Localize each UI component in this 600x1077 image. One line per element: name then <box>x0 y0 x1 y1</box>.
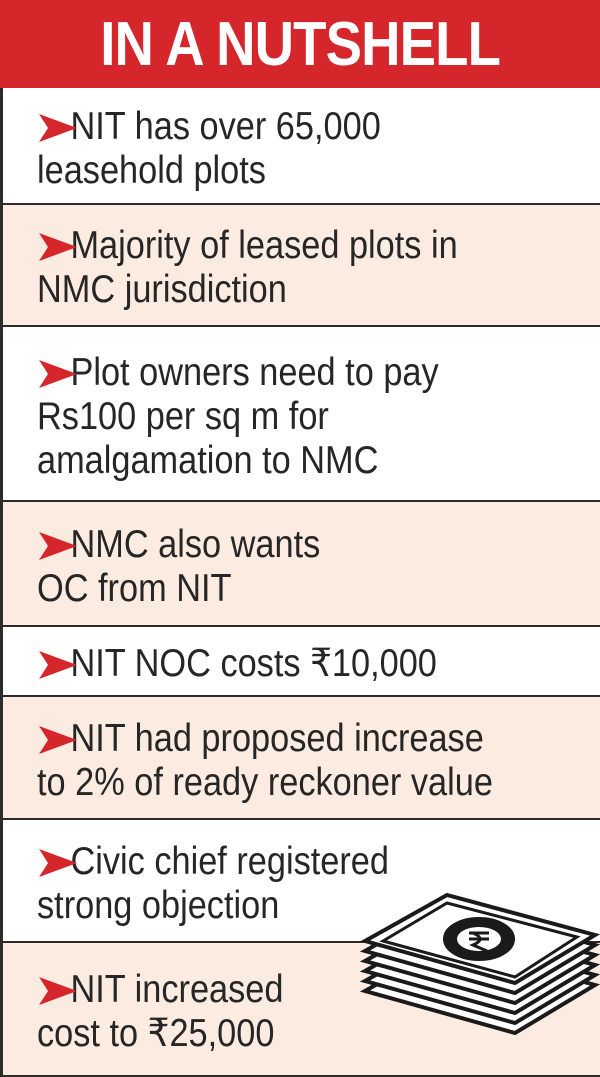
bullet-arrow <box>39 977 77 1005</box>
header: IN A NUTSHELL <box>0 0 600 88</box>
item-text: strong objection <box>37 883 280 927</box>
item-row: NIT had proposed increase to 2% of ready … <box>0 697 600 820</box>
bullet-arrow <box>39 359 77 388</box>
bullet-arrow <box>39 233 77 261</box>
item-text: Plot owners need to pay <box>70 350 439 394</box>
item-text: NIT NOC costs ₹10,000 <box>70 642 437 685</box>
item-list: NIT has over 65,000 leasehold plots Majori… <box>0 88 600 1077</box>
item-text: amalgamation to NMC <box>37 438 379 482</box>
bullet-arrow <box>39 651 77 679</box>
item-row: Civic chief registered strong objection <box>0 820 600 943</box>
money-icon <box>359 893 600 1036</box>
item-text: Majority of leased plots in <box>70 224 458 267</box>
bullet-arrow <box>39 531 77 560</box>
title: IN A NUTSHELL <box>100 9 501 79</box>
item-text: leasehold plots <box>37 148 266 192</box>
item-text: Rs100 per sq m for <box>37 394 329 438</box>
item-text: Civic chief registered <box>70 839 389 883</box>
item-text: NIT increased <box>70 968 284 1011</box>
bullet-arrow <box>39 848 77 877</box>
item-row: NIT has over 65,000 leasehold plots <box>0 88 600 205</box>
item-text: to 2% of ready reckoner value <box>37 760 493 804</box>
item-row: Majority of leased plots in NMC jurisdict… <box>0 205 600 327</box>
item-text: NMC also wants <box>70 522 321 566</box>
item-row: Plot owners need to pay Rs100 per sq m fo… <box>0 327 600 502</box>
item-text: OC from NIT <box>37 566 232 610</box>
item-text: NMC jurisdiction <box>37 268 287 311</box>
item-row: NIT NOC costs ₹10,000 <box>0 627 600 697</box>
item-text: NIT had proposed increase <box>70 716 484 760</box>
bullet-arrow <box>39 725 77 754</box>
bullet-arrow <box>39 113 77 142</box>
item-text: cost to ₹25,000 <box>37 1012 275 1055</box>
item-text: NIT has over 65,000 <box>70 104 381 148</box>
item-row: NMC also wants OC from NIT <box>0 502 600 627</box>
